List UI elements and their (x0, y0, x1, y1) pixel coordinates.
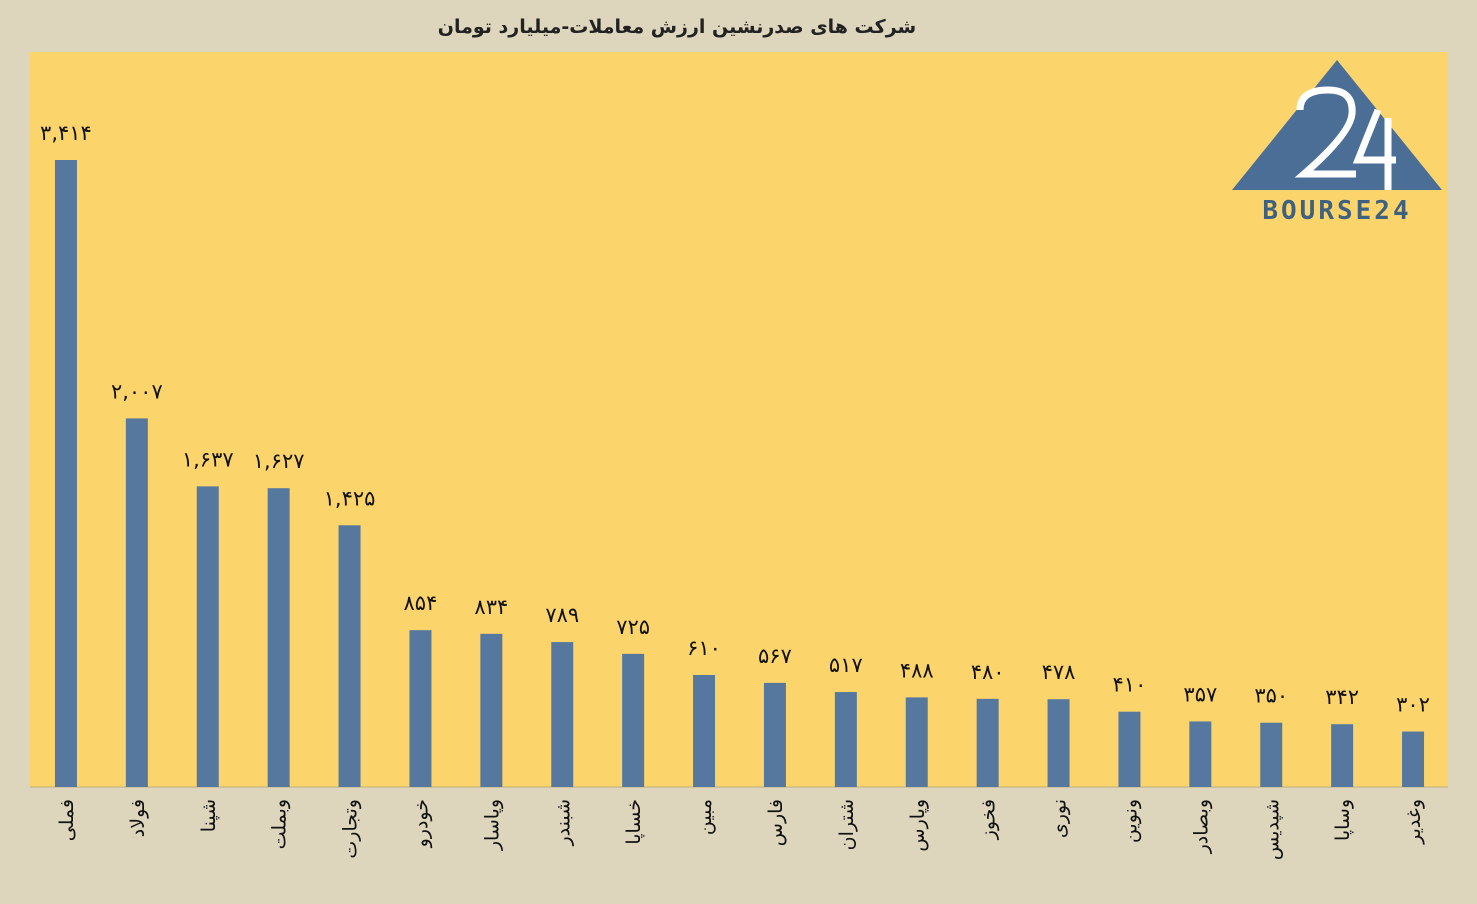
value-label-14: ۴۸۰ (971, 660, 1005, 684)
value-label-8: ۷۸۹ (545, 603, 579, 627)
category-label-17: وبصادر (1190, 799, 1212, 854)
value-label-3: ۱,۶۳۷ (182, 447, 234, 471)
bar-13 (905, 697, 928, 787)
value-label-6: ۸۵۴ (404, 591, 438, 615)
value-label-17: ۳۵۷ (1183, 682, 1217, 706)
bar-18 (1260, 722, 1283, 787)
value-label-19: ۳۴۲ (1325, 685, 1359, 709)
bar-7 (480, 633, 503, 787)
bar-20 (1402, 731, 1425, 787)
category-label-12: شتران (836, 799, 858, 850)
bar-11 (763, 682, 786, 787)
logo-text: BOURSE24 (1262, 196, 1412, 226)
bar-8 (551, 642, 574, 787)
value-label-20: ۳۰۲ (1396, 693, 1430, 717)
bar-5 (338, 525, 361, 787)
category-label-19: وساپا (1332, 799, 1354, 841)
category-label-20: وغدیر (1403, 799, 1425, 845)
value-label-12: ۵۱۷ (829, 653, 863, 677)
category-label-4: وبملت (269, 799, 291, 849)
bar-3 (196, 486, 219, 787)
chart-title: شرکت های صدرنشین ارزش معاملات-میلیارد تو… (437, 16, 917, 38)
plot-area (30, 52, 1448, 787)
category-label-6: خودرو (410, 799, 432, 848)
value-label-11: ۵۶۷ (758, 644, 792, 668)
bars-group (54, 160, 1425, 787)
bar-16 (1118, 711, 1141, 787)
bar-12 (834, 692, 857, 787)
value-label-2: ۲,۰۰۷ (111, 379, 163, 403)
category-label-1: فملی (56, 799, 78, 841)
category-label-14: فخوز (978, 799, 1000, 840)
bar-15 (1047, 699, 1070, 787)
bar-9 (622, 653, 645, 787)
bar-1 (54, 160, 77, 787)
category-label-8: شبندر (552, 799, 574, 847)
category-label-18: شپدیس (1261, 799, 1283, 860)
value-label-16: ۴۱۰ (1113, 673, 1147, 697)
bourse24-logo-icon (1232, 60, 1442, 190)
category-label-16: ونوین (1119, 799, 1141, 843)
bar-19 (1331, 724, 1354, 787)
value-label-5: ۱,۴۲۵ (324, 486, 376, 510)
category-label-9: خساپا (623, 799, 645, 845)
bar-2 (125, 418, 148, 787)
category-label-11: فارس (765, 799, 787, 846)
value-label-9: ۷۲۵ (616, 615, 650, 639)
value-label-4: ۱,۶۲۷ (253, 449, 305, 473)
bar-17 (1189, 721, 1212, 787)
category-label-15: نوری (1049, 799, 1071, 838)
value-label-10: ۶۱۰ (687, 636, 721, 660)
category-label-3: شپنا (198, 799, 220, 832)
category-label-13: وپارس (907, 799, 929, 852)
category-label-2: فولاد (127, 799, 149, 837)
category-label-7: وپاسار (481, 799, 503, 851)
bar-6 (409, 630, 432, 787)
bar-14 (976, 698, 999, 787)
value-label-18: ۳۵۰ (1254, 684, 1288, 708)
category-labels-group: فملی فولاد شپنا وبملت وتجارت خودرو وپاسار شبندر… (56, 799, 1425, 860)
value-label-13: ۴۸۸ (900, 658, 934, 682)
category-label-10: مبین (694, 799, 716, 835)
value-label-7: ۸۳۴ (474, 595, 508, 619)
bar-4 (267, 488, 290, 787)
bar-10 (693, 674, 716, 787)
value-labels-group: ۳,۴۱۴ ۲,۰۰۷ ۱,۶۳۷ ۱,۶۲۷ ۱,۴۲۵ ۸۵۴ ۸۳۴ ۷۸۹ ۷۲۵ ۶۱۰… (40, 121, 1430, 717)
value-label-15: ۴۷۸ (1042, 660, 1076, 684)
category-label-5: وتجارت (340, 799, 362, 859)
value-label-1: ۳,۴۱۴ (40, 121, 92, 145)
